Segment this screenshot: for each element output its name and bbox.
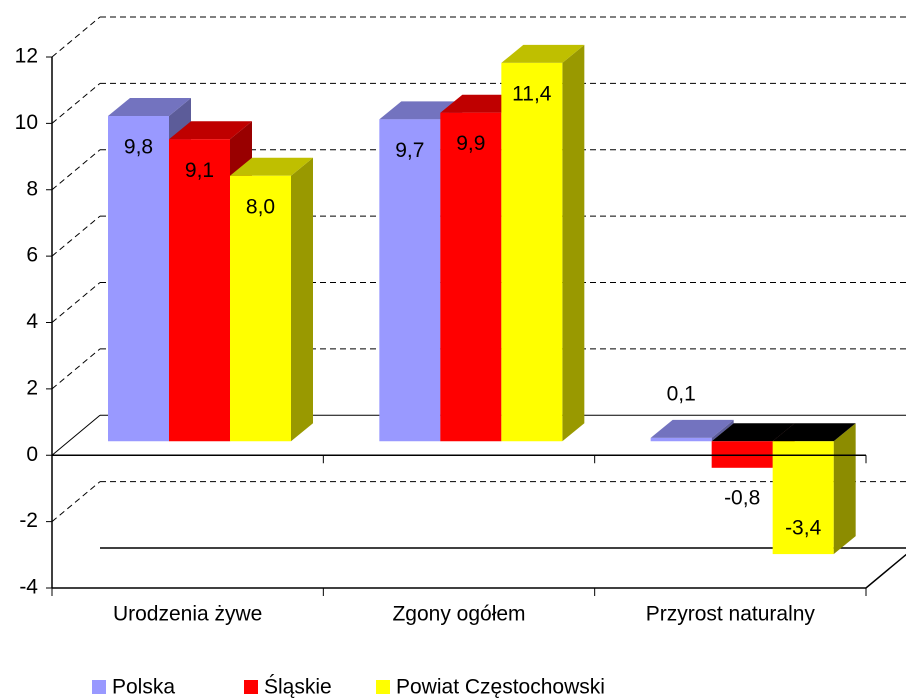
y-tick-label: 4 [26, 310, 38, 333]
bar [772, 441, 834, 555]
bar [501, 62, 563, 442]
bar-side [562, 44, 585, 442]
bar-top [711, 423, 795, 442]
grid-diagonal [51, 149, 101, 191]
y-tick-label: -4 [19, 576, 38, 599]
grid-diagonal [51, 16, 101, 58]
y-tick-label: 10 [15, 111, 38, 134]
legend-swatch [92, 680, 106, 694]
y-tick-label: 12 [15, 45, 38, 68]
grid-diagonal [51, 215, 101, 257]
y-tick-label: 8 [26, 177, 38, 200]
floor [52, 547, 906, 589]
bar-side [291, 157, 313, 442]
x-tick-label: Przyrost naturalny [646, 603, 816, 626]
value-label: -3,4 [785, 517, 822, 540]
bar [169, 139, 230, 442]
bar-top [772, 423, 856, 442]
grid-diagonal [51, 348, 101, 390]
value-label: 0,1 [667, 382, 696, 405]
value-label: 9,7 [395, 139, 424, 162]
bar-top [108, 98, 191, 117]
bar [440, 112, 502, 442]
y-tick-label: -2 [19, 509, 38, 532]
bar-side [833, 423, 856, 555]
x-tick-label: Urodzenia żywe [113, 603, 262, 626]
grid-diagonal [51, 282, 101, 323]
legend-label: Polska [112, 676, 175, 699]
value-label: 11,4 [512, 82, 552, 105]
bar [379, 119, 441, 442]
legend-label: Powiat Częstochowski [396, 676, 605, 699]
bar [230, 175, 291, 442]
bar-top [650, 419, 734, 438]
grid-diagonal [51, 481, 101, 523]
grid-diagonal [51, 82, 101, 124]
value-label: 9,8 [124, 136, 153, 159]
bar [650, 437, 712, 442]
grid-diagonal [51, 414, 101, 456]
bar-top [230, 157, 313, 176]
value-label: -0,8 [724, 486, 760, 509]
legend-swatch [376, 680, 390, 694]
x-tick-label: Zgony ogółem [392, 603, 525, 626]
bar-side [711, 419, 734, 442]
y-tick-label: 6 [26, 244, 38, 267]
value-label: 9,1 [185, 159, 214, 182]
y-tick-label: 2 [26, 376, 38, 399]
bar-top [501, 44, 585, 63]
value-label: 8,0 [246, 195, 275, 218]
legend-swatch [244, 680, 258, 694]
value-label: 9,9 [456, 132, 485, 155]
y-tick-label: 0 [26, 443, 38, 466]
legend-label: Śląskie [264, 675, 332, 699]
bar [108, 116, 169, 442]
bar-top [169, 121, 252, 140]
